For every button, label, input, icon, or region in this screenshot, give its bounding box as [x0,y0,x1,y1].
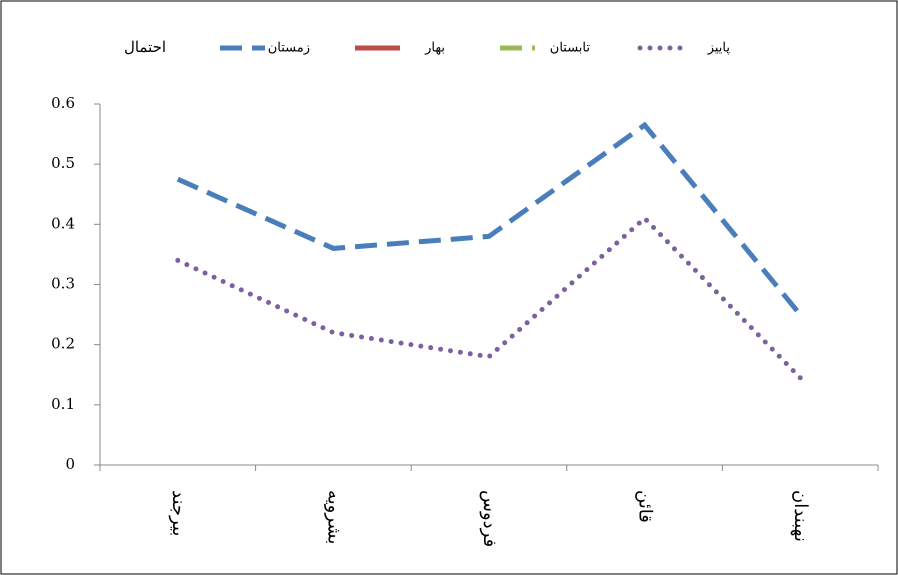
legend-label: زمستان [268,41,310,56]
legend-label: بهار [424,41,445,56]
y-tick-label: 0.2 [51,335,75,353]
x-tick-label: بیرجند [168,490,189,536]
x-tick-label: فردوس [479,490,500,547]
x-tick-label: بشرویه [323,490,344,544]
y-tick-label: 0.5 [51,154,75,172]
x-tick-label: قائن [635,490,656,523]
series-line [176,121,803,317]
y-tick-label: 0.3 [51,275,75,293]
y-tick-label: 0.1 [51,395,75,413]
y-tick-label: 0.4 [51,214,75,232]
y-axis-title: احتمال [124,38,166,56]
y-tick-label: 0 [65,455,75,473]
legend-label: تابستان [550,41,591,56]
legend-label: پاییز [707,41,731,56]
y-tick-label: 0.6 [51,94,75,112]
x-tick-label: نهبندان [790,490,811,542]
series-line [175,214,803,381]
